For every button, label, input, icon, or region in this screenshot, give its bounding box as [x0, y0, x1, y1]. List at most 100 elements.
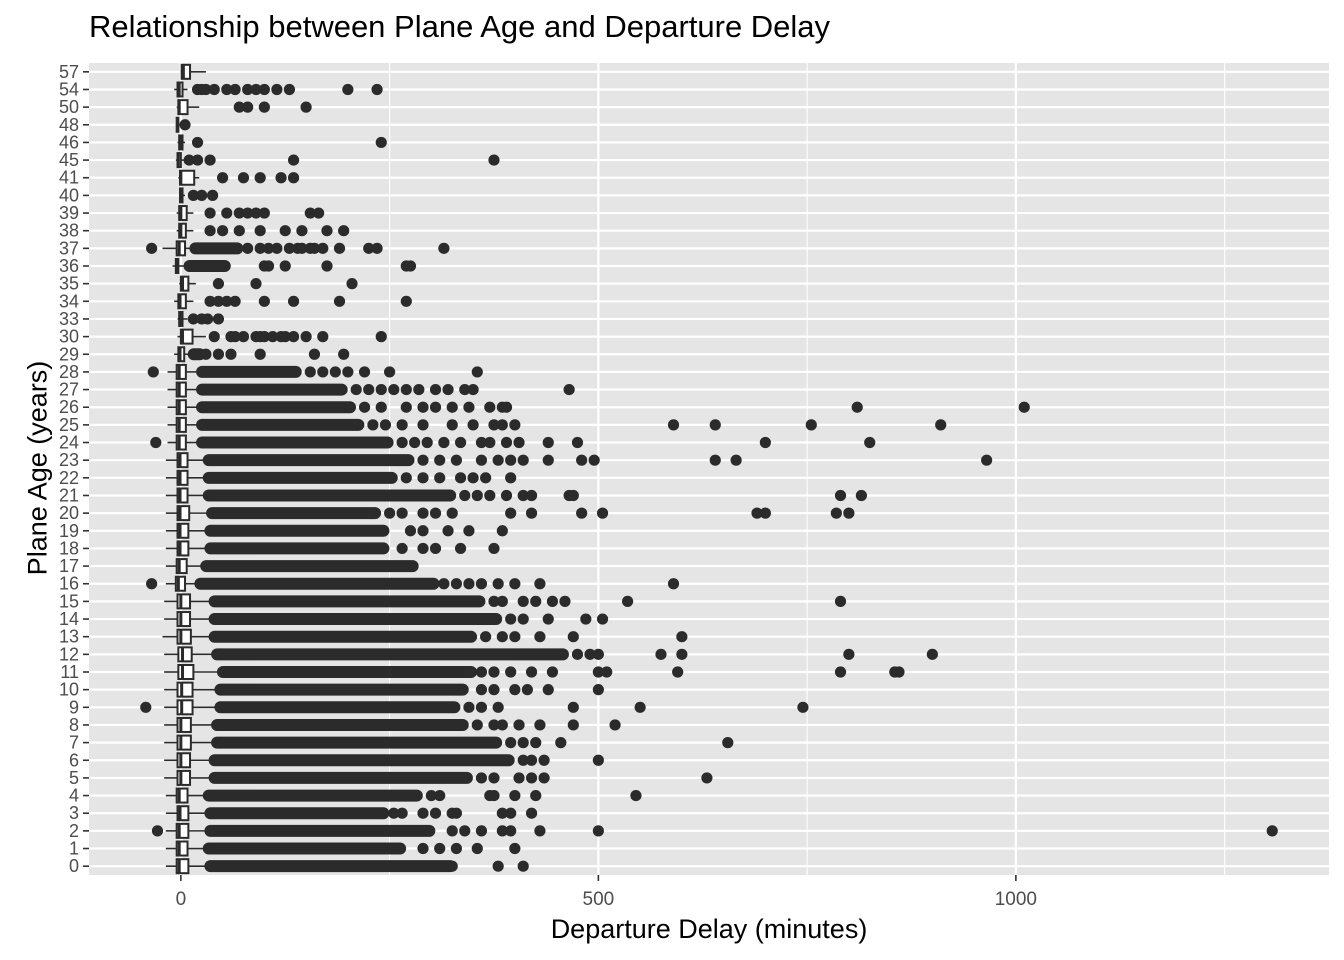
x-tick-label: 500	[583, 889, 615, 910]
outlier-point	[525, 489, 538, 502]
outlier-point	[346, 278, 358, 290]
outlier-point	[434, 789, 446, 802]
outlier-point	[555, 737, 567, 749]
outlier-point	[229, 295, 241, 307]
outlier-point	[1266, 825, 1278, 837]
outlier-point	[484, 489, 496, 502]
box-age-5	[164, 769, 713, 786]
outlier-point	[609, 719, 621, 731]
outlier-point	[496, 719, 508, 731]
outlier-point	[517, 613, 529, 625]
outlier-point	[308, 242, 321, 254]
outlier-point	[525, 754, 538, 766]
outlier-point	[463, 701, 475, 713]
outlier-point	[442, 383, 454, 396]
outlier-point	[567, 701, 579, 713]
outlier-point	[271, 83, 283, 96]
outlier-point	[201, 313, 214, 325]
outlier-point	[279, 225, 291, 237]
outlier-points-dense	[211, 648, 569, 661]
outlier-point	[709, 454, 721, 466]
box-age-35	[179, 275, 358, 292]
outlier-point	[525, 666, 538, 678]
outlier-point	[233, 225, 245, 237]
outlier-point	[434, 454, 446, 466]
outlier-point	[208, 331, 220, 343]
outlier-point	[367, 419, 379, 431]
outlier-point	[505, 613, 517, 625]
outlier-point	[830, 507, 842, 519]
outlier-points-dense	[208, 595, 486, 608]
y-tick-label: 15	[59, 591, 79, 611]
axes: 0123456789101112131415161718192021222324…	[59, 62, 1037, 910]
outlier-point	[538, 772, 550, 784]
box-iqr	[179, 328, 194, 345]
outlier-point	[283, 242, 296, 254]
outlier-point	[287, 295, 300, 307]
box-age-38	[176, 222, 350, 239]
outlier-point	[221, 83, 233, 96]
outlier-point	[926, 648, 938, 660]
outlier-point	[400, 401, 412, 413]
y-tick-label: 23	[59, 450, 79, 470]
outlier-point	[496, 825, 508, 837]
outlier-point	[438, 242, 450, 254]
box-age-34	[174, 293, 412, 310]
chart-title: Relationship between Plane Age and Depar…	[89, 9, 831, 44]
y-tick-label: 24	[59, 433, 79, 453]
outlier-points-dense	[200, 560, 419, 573]
outlier-point	[513, 719, 525, 731]
box-age-48	[175, 116, 191, 133]
outlier-point	[722, 737, 734, 749]
outlier-point	[434, 472, 446, 484]
outlier-point	[363, 383, 375, 396]
outlier-point	[467, 383, 479, 396]
outlier-point	[338, 225, 350, 237]
box-iqr	[175, 840, 189, 857]
outlier-point	[379, 419, 392, 431]
y-tick-label: 21	[59, 485, 79, 505]
outlier-point	[275, 172, 287, 184]
outlier-point	[488, 666, 500, 678]
box-iqr	[175, 399, 187, 416]
outlier-point	[475, 454, 488, 466]
outlier-point	[521, 684, 533, 696]
outlier-point	[404, 525, 417, 537]
outlier-point	[567, 631, 579, 643]
outlier-point	[454, 472, 467, 484]
outlier-point	[475, 578, 488, 590]
y-tick-label: 29	[59, 344, 79, 364]
y-tick-label: 2	[69, 821, 79, 841]
outlier-point	[204, 225, 216, 237]
outlier-point	[484, 401, 496, 413]
outlier-point	[146, 578, 158, 590]
outlier-point	[834, 666, 847, 678]
outlier-point	[409, 436, 421, 449]
outlier-point	[400, 295, 412, 307]
y-tick-label: 48	[59, 115, 79, 135]
outlier-point	[584, 648, 596, 660]
outlier-point	[204, 154, 216, 166]
outlier-point	[475, 684, 488, 696]
outlier-point	[254, 242, 266, 254]
outlier-point	[500, 489, 513, 502]
outlier-points-dense	[208, 613, 503, 626]
outlier-point	[375, 331, 387, 343]
box-iqr	[176, 522, 190, 539]
outlier-point	[709, 419, 721, 431]
outlier-point	[517, 489, 529, 502]
box-iqr	[176, 681, 194, 698]
outlier-point	[759, 436, 771, 449]
y-tick-label: 50	[59, 97, 79, 117]
outlier-points-dense	[196, 401, 357, 414]
outlier-point	[317, 331, 329, 343]
outlier-point	[396, 507, 408, 519]
outlier-point	[509, 684, 521, 696]
outlier-point	[358, 401, 371, 413]
box-age-54	[174, 81, 383, 98]
box-age-50	[176, 99, 312, 116]
box-iqr	[179, 275, 190, 292]
y-tick-label: 3	[69, 803, 79, 823]
outlier-point	[542, 613, 554, 625]
outlier-point	[534, 825, 546, 837]
